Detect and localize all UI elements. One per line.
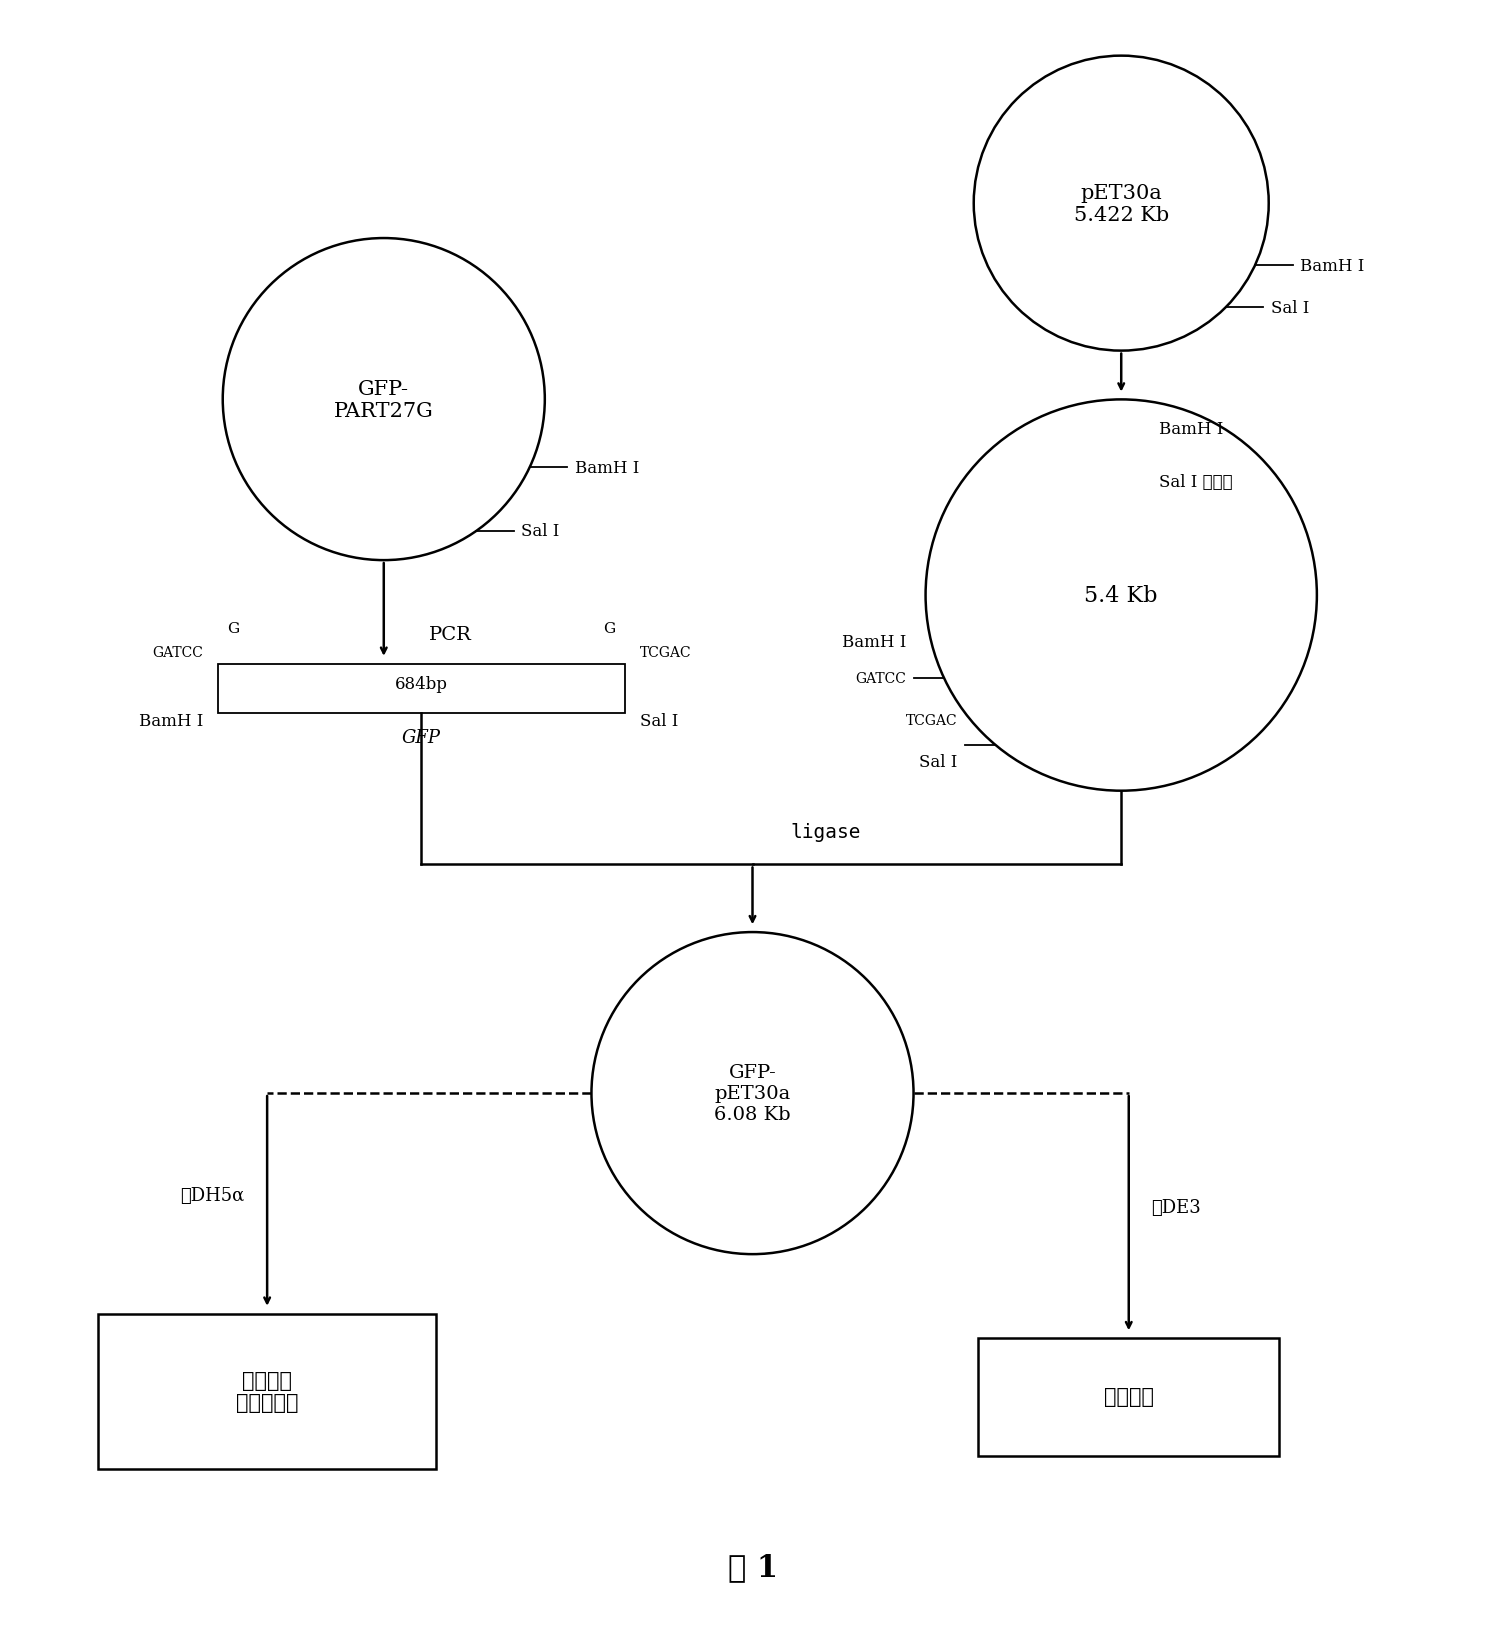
- Text: 原核表达: 原核表达: [1103, 1387, 1154, 1407]
- Text: ligase: ligase: [790, 823, 861, 842]
- Text: GFP: GFP: [402, 728, 441, 747]
- Text: Sal I: Sal I: [1270, 300, 1309, 317]
- Text: Sal I: Sal I: [920, 754, 957, 770]
- Text: TCGAC: TCGAC: [640, 646, 691, 659]
- Ellipse shape: [223, 238, 545, 561]
- Text: GATCC: GATCC: [855, 671, 906, 685]
- Text: G: G: [227, 622, 239, 635]
- FancyBboxPatch shape: [98, 1314, 436, 1469]
- Ellipse shape: [591, 932, 914, 1255]
- Text: TCGAC: TCGAC: [906, 713, 957, 728]
- Text: PCR: PCR: [429, 625, 471, 643]
- Text: 684bp: 684bp: [394, 676, 448, 692]
- Text: 5.4 Kb: 5.4 Kb: [1085, 584, 1157, 607]
- Text: BamH I: BamH I: [1300, 258, 1365, 274]
- Text: GATCC: GATCC: [152, 646, 203, 659]
- Text: pET30a
5.422 Kb: pET30a 5.422 Kb: [1073, 183, 1169, 225]
- Ellipse shape: [974, 57, 1269, 351]
- Text: Sal I 双酶切: Sal I 双酶切: [1159, 473, 1233, 491]
- Text: BamH I: BamH I: [138, 713, 203, 730]
- Text: GFP-
pET30a
6.08 Kb: GFP- pET30a 6.08 Kb: [715, 1064, 790, 1123]
- FancyBboxPatch shape: [218, 664, 625, 713]
- Text: Sal I: Sal I: [640, 713, 677, 730]
- Ellipse shape: [926, 400, 1317, 792]
- Text: G: G: [604, 622, 616, 635]
- Text: 转DH5α: 转DH5α: [181, 1186, 244, 1204]
- FancyBboxPatch shape: [978, 1338, 1279, 1456]
- Text: GFP-
PART27G: GFP- PART27G: [334, 379, 433, 421]
- Text: BamH I: BamH I: [575, 459, 640, 477]
- Text: 鉴定、提
质粒、保存: 鉴定、提 质粒、保存: [236, 1371, 298, 1412]
- Text: Sal I: Sal I: [521, 524, 560, 540]
- Text: BamH I: BamH I: [1159, 421, 1224, 439]
- Text: 转DE3: 转DE3: [1151, 1198, 1201, 1217]
- Text: 图 1: 图 1: [727, 1552, 778, 1581]
- Text: BamH I: BamH I: [841, 633, 906, 651]
